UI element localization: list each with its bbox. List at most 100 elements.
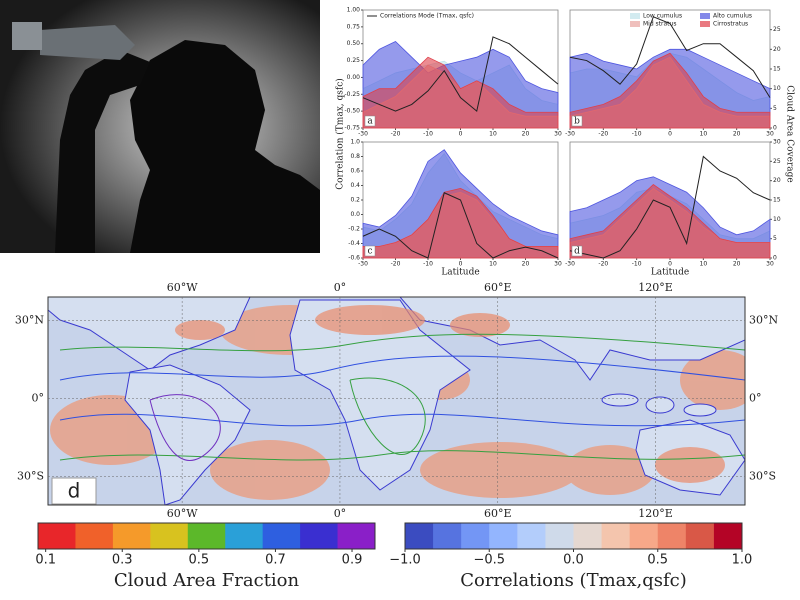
y-tick-label: 0.75 <box>347 23 361 30</box>
x-tick-label: -30 <box>358 261 368 268</box>
y-tick-label: -0.4 <box>348 240 360 247</box>
y-axis-label: Correlation (Tmax, qsfc) <box>335 78 346 190</box>
colorbar-segment <box>112 523 151 549</box>
x-tick-label: 0° <box>334 507 347 520</box>
panel-label-box <box>571 245 583 257</box>
colorbar-segment <box>225 523 264 549</box>
x-tick-label: 20 <box>522 131 530 138</box>
x-tick-label: 0 <box>459 131 463 138</box>
colorbar-segment <box>601 523 631 549</box>
cloud-area <box>362 187 559 259</box>
x-tick-label: 20 <box>733 261 741 268</box>
y-tick-label: 0.00 <box>347 74 361 81</box>
cloud-area <box>362 56 559 129</box>
colorbar-segment <box>38 523 76 549</box>
panel-label: a <box>367 117 373 127</box>
x-tick-label: -20 <box>391 131 401 138</box>
y-tick-label: -0.50 <box>344 108 360 115</box>
y-tick-label: 0.2 <box>350 197 360 204</box>
correlation-line <box>362 192 559 259</box>
y2-tick-label: 5 <box>773 235 777 242</box>
colorbar-frame <box>37 522 376 550</box>
silhouette-arm <box>55 50 150 253</box>
x-axis-label: Latitude <box>441 268 479 278</box>
land-blotches <box>175 305 725 483</box>
y-tick-label: 0° <box>32 391 45 404</box>
colorbar-tick-label: 0.0 <box>563 553 584 568</box>
colorbar-segment <box>713 523 743 549</box>
colorbar-tick-label: 0.7 <box>265 553 286 568</box>
colorbar-segment <box>657 523 687 549</box>
correlation-line <box>569 16 771 98</box>
x-tick-label: 0 <box>459 261 463 268</box>
legend-label: Cirrostratus <box>713 21 748 28</box>
x-tick-label: -30 <box>358 131 368 138</box>
bottle-cap <box>12 22 42 50</box>
legend-label: Correlations Mode (Tmax, qsfc) <box>380 13 474 20</box>
y2-axis-label: Cloud Area Coverage <box>785 85 795 182</box>
panel-label-box <box>364 115 376 127</box>
colorbar-segment <box>300 523 339 549</box>
silhouette-head <box>130 40 320 253</box>
colorbar-segment <box>685 523 715 549</box>
x-tick-label: 20 <box>733 131 741 138</box>
colorbar-segment <box>545 523 574 549</box>
y-tick-label: 30°N <box>15 313 44 326</box>
y-tick-label: 30°S <box>17 469 44 482</box>
colorbar-tick-label: −1.0 <box>389 553 421 568</box>
x-tick-label: -20 <box>391 261 401 268</box>
panel-label-box <box>51 477 97 505</box>
legend-label: Alto cumulus <box>713 13 752 20</box>
colorbar-segment <box>517 523 546 549</box>
y2-tick-label: 30 <box>773 139 781 146</box>
bottle <box>40 25 135 60</box>
panel-label: d <box>68 479 81 503</box>
legend-label: Mid stratus <box>643 21 676 28</box>
y2-tick-label: 15 <box>773 197 781 204</box>
colorbar-label: Cloud Area Fraction <box>114 570 300 591</box>
colorbar-segment <box>461 523 490 549</box>
x-tick-label: 20 <box>522 261 530 268</box>
colorbar-segment <box>405 523 434 549</box>
cloud-area <box>569 52 771 129</box>
y-tick-label: 30°N <box>749 313 778 326</box>
y2-tick-label: 0 <box>773 125 777 132</box>
colorbar-label: Correlations (Tmax,qsfc) <box>460 570 687 591</box>
y-tick-label: 1.00 <box>347 7 361 14</box>
x-tick-label: 60°E <box>484 507 512 520</box>
x-tick-label: -30 <box>565 261 575 268</box>
colorbar-segment <box>489 523 518 549</box>
y-tick-label: 0.4 <box>350 182 360 189</box>
y2-tick-label: 0 <box>773 255 777 262</box>
x-tick-label: 10 <box>700 261 708 268</box>
legend-swatch <box>630 21 640 27</box>
y-tick-label: -0.75 <box>344 125 360 132</box>
x-tick-label: 30 <box>554 261 562 268</box>
x-tick-label: -10 <box>423 131 433 138</box>
x-tick-label: 120°E <box>638 507 673 520</box>
legend-swatch <box>630 13 640 19</box>
panel-label-box <box>571 115 583 127</box>
x-tick-label: 120°E <box>638 281 673 294</box>
colorbar-tick-label: 0.5 <box>647 553 668 568</box>
colorbar-tick-label: 1.0 <box>732 553 753 568</box>
colorbar-segment <box>262 523 301 549</box>
colorbar-segment <box>150 523 189 549</box>
y-tick-label: 0.25 <box>347 57 361 64</box>
y-tick-label: 0.0 <box>350 211 360 218</box>
y2-tick-label: 20 <box>773 46 781 53</box>
x-tick-label: -20 <box>598 261 608 268</box>
x-tick-label: -20 <box>598 131 608 138</box>
y2-tick-label: 15 <box>773 66 781 73</box>
x-tick-label: 10 <box>489 131 497 138</box>
x-tick-label: 30 <box>766 261 774 268</box>
x-tick-label: 60°W <box>167 507 198 520</box>
y2-tick-label: 20 <box>773 177 781 184</box>
y-tick-label: 0° <box>749 391 762 404</box>
colorbar-segment <box>75 523 114 549</box>
x-tick-label: 0 <box>668 131 672 138</box>
legend-swatch <box>700 21 710 27</box>
x-tick-label: -10 <box>423 261 433 268</box>
x-tick-label: 60°W <box>167 281 198 294</box>
map-content <box>48 297 745 505</box>
